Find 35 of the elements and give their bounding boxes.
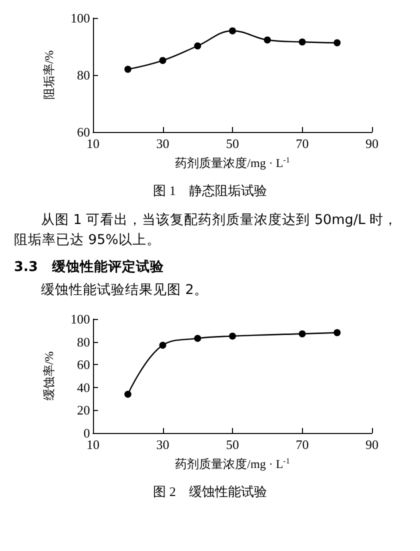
text: 缓蚀性能试验结果见图 2。 (40, 281, 209, 300)
x-tick-label: 70 (296, 437, 309, 452)
point (334, 39, 341, 46)
point (194, 42, 202, 50)
x-tick-label: 90 (366, 136, 378, 151)
y-tick-label: 100 (70, 312, 90, 326)
text: 图 2 缓蚀性能试验 (153, 484, 267, 499)
y-tick-label: 20 (77, 402, 90, 418)
x-tick-label: 50 (226, 136, 239, 151)
point (298, 330, 306, 338)
point (124, 66, 132, 73)
x-tick-label: 30 (156, 136, 170, 151)
x-tick-label: 50 (226, 437, 239, 452)
y-tick-label: 100 (70, 10, 90, 26)
text: 3.3 缓蚀性能评定试验 (14, 258, 165, 277)
point (159, 56, 166, 64)
x-tick-label: 30 (156, 437, 170, 452)
x-tick-label: 90 (366, 437, 378, 452)
y-tick-label: 80 (77, 334, 90, 350)
point (229, 27, 236, 34)
point (229, 332, 236, 340)
text: 图 1 静态阻垢试验 (153, 183, 267, 198)
y-tick-label: 60 (77, 357, 90, 372)
y-tick-label: 40 (77, 380, 90, 395)
point (334, 329, 341, 336)
x-tick-label: 70 (296, 136, 309, 151)
y-axis-title: 阻垢率/% (42, 50, 56, 100)
text: 从图 1 可看出，当该复配药剂质量浓度达到 50mg/L 时，阻垢率已达 95%以上。 (14, 211, 399, 250)
point (124, 390, 132, 398)
point (264, 36, 271, 44)
point (298, 38, 306, 46)
point (194, 334, 202, 342)
point (159, 342, 166, 349)
y-axis-title: 缓蚀率/% (42, 351, 56, 401)
y-tick-label: 80 (77, 68, 90, 82)
